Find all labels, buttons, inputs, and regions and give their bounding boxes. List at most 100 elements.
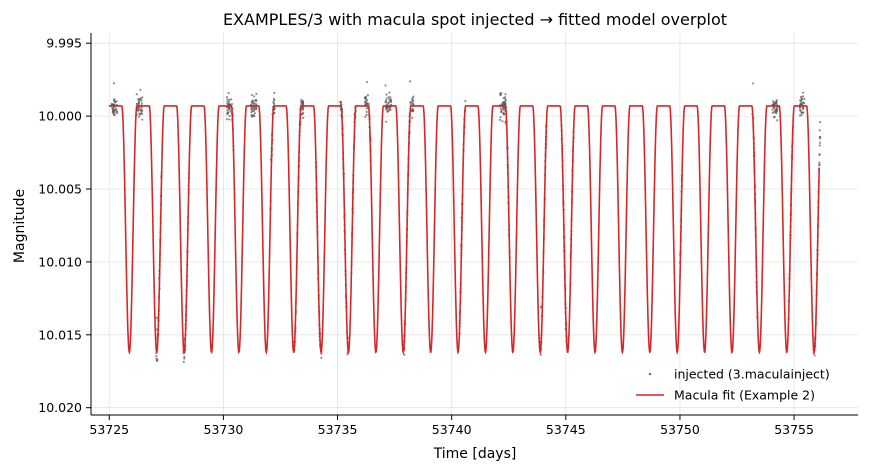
data-point [320,356,323,359]
data-point [387,96,390,99]
data-point [504,102,507,106]
data-point [228,114,231,117]
data-point [155,316,158,319]
data-point [408,80,412,83]
data-point [226,98,229,101]
data-point [139,97,142,100]
data-point [115,100,118,103]
data-point [818,141,822,144]
data-point [230,98,233,101]
data-point [115,108,118,111]
data-point [301,108,305,111]
data-point [800,113,803,117]
line-series-macula-fit [108,105,820,355]
data-point [385,106,389,109]
data-point [113,103,116,106]
data-point [801,91,805,94]
data-point [799,102,802,106]
data-point [253,95,256,98]
data-point [819,121,822,124]
data-point [112,82,116,85]
data-point [501,120,504,123]
fit-line [108,105,820,355]
data-point [273,91,276,95]
data-point [365,80,369,84]
data-point [365,110,368,113]
data-point [300,98,303,101]
data-point [273,98,276,102]
data-point [365,107,368,110]
data-point [818,163,821,166]
data-point [254,106,257,109]
data-point [252,109,255,113]
data-point [504,98,507,101]
data-point [775,99,778,103]
data-point [228,98,231,102]
data-point [771,111,774,115]
data-point [774,111,777,114]
y-axis-label: Magnitude [12,189,28,263]
data-point [141,112,144,115]
data-point [252,108,255,111]
data-point [386,103,389,106]
y-tick-label: 10.020 [38,400,82,415]
data-point [115,110,118,113]
data-point [140,99,143,102]
x-axis-label: Time [days] [433,446,517,462]
data-point [300,101,303,104]
data-point [818,161,821,164]
x-tick-label: 53740 [432,422,472,437]
data-point [799,109,802,112]
grid [91,33,858,415]
data-point [364,96,367,99]
data-point [250,107,253,110]
data-point [226,111,229,115]
data-point [140,110,143,113]
data-point [364,102,367,106]
data-point [251,100,254,103]
data-point [500,92,503,95]
data-point [411,107,414,110]
data-point [252,114,255,117]
legend-label-injected: injected (3.maculainject) [674,367,830,382]
data-point [365,99,369,102]
data-point [138,113,141,116]
data-point [339,100,342,103]
x-tick-label: 53735 [318,422,358,437]
data-point [346,353,349,356]
data-point [802,95,805,98]
data-point [384,84,387,87]
data-point [411,116,414,120]
x-tick-label: 53730 [204,422,244,437]
data-point [138,115,141,118]
data-point [301,103,305,106]
data-point [366,94,370,97]
data-point [800,98,803,101]
data-point [385,97,388,100]
data-point [411,101,414,104]
data-point [113,99,116,102]
data-point [818,153,821,156]
x-tick-label: 53725 [89,422,129,437]
data-point [818,144,821,147]
data-point [818,137,821,140]
data-point [773,115,776,118]
data-point [250,93,253,97]
data-point [273,102,276,106]
legend-marker-injected [648,372,652,376]
data-point [772,101,775,104]
y-tick-label: 9.995 [46,36,82,51]
data-point [139,88,142,91]
data-point [230,102,234,106]
data-point [225,118,229,121]
data-point [384,101,387,104]
legend-label-macula-fit: Macula fit (Example 2) [674,388,815,403]
data-point [227,91,230,95]
data-point [254,108,257,111]
data-point [156,359,159,362]
data-point [385,93,388,96]
data-point [339,103,342,106]
data-point [386,109,389,113]
